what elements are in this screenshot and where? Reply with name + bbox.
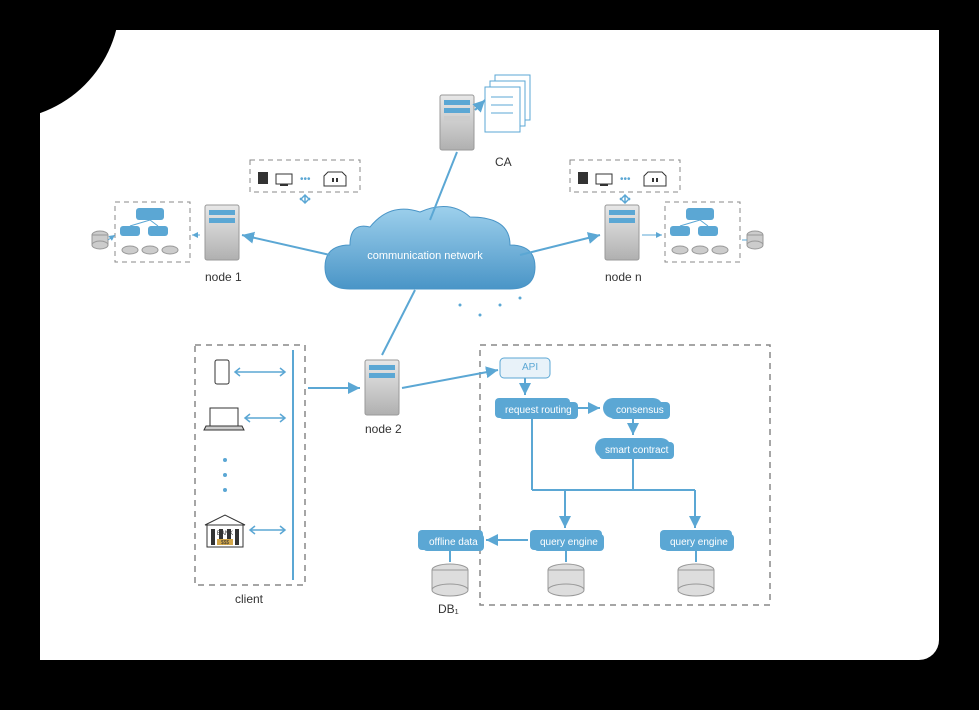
bank-icon: BANK $$$ (205, 515, 245, 547)
request-routing-label: request routing (499, 402, 578, 419)
noden-server-icon (605, 205, 639, 260)
noden-label: node n (605, 270, 642, 284)
cloud-label: communication network (360, 250, 490, 262)
api-system-box (480, 345, 770, 605)
db1-label: DB₁ (438, 602, 459, 616)
ca-server-icon (440, 95, 474, 150)
noden-mini-icons (670, 208, 728, 254)
query-engine-1-label: query engine (534, 534, 604, 551)
node2-server-icon (365, 360, 399, 415)
svg-text:•••: ••• (300, 174, 311, 185)
client-box (195, 345, 305, 585)
node2-label: node 2 (365, 422, 402, 436)
client-label: client (235, 592, 263, 606)
svg-text:•••: ••• (620, 174, 631, 185)
smart-contract-label: smart contract (599, 442, 674, 459)
node1-label: node 1 (205, 270, 242, 284)
offline-data-label: offline data (423, 534, 484, 551)
query-engine-2-label: query engine (664, 534, 734, 551)
api-label: API (512, 360, 548, 375)
device-icons-left: ••• (258, 172, 346, 186)
node1-mini-icons (120, 208, 178, 254)
svg-text:$$$: $$$ (221, 540, 230, 546)
diagram-card: ••• ••• (40, 30, 939, 660)
device-icons-right: ••• (578, 172, 666, 186)
node1-server-icon (205, 205, 239, 260)
db-group (432, 564, 714, 596)
consensus-label: consensus (610, 402, 670, 419)
ca-docs-icon (485, 75, 530, 132)
ca-label: CA (495, 155, 512, 169)
diagram-svg: ••• ••• (40, 30, 939, 660)
